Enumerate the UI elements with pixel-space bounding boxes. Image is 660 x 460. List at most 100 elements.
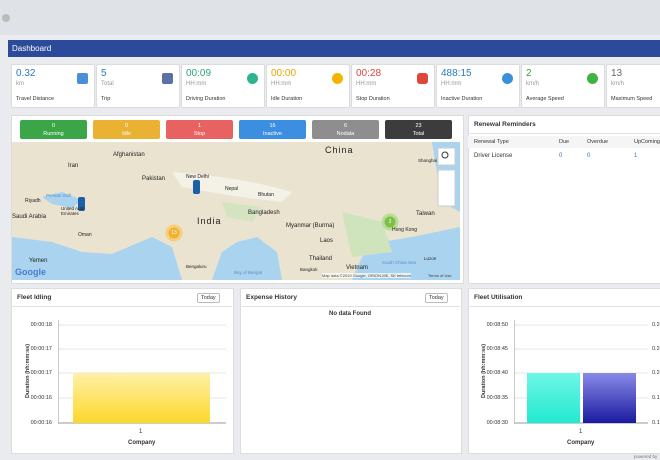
- kpi-value: 00:00: [271, 68, 297, 79]
- kpi-unit: HH:mm: [186, 81, 207, 87]
- divider: [11, 306, 232, 307]
- kpi-unit: Total: [101, 81, 114, 87]
- table-header: [468, 136, 660, 148]
- map-sea: [42, 192, 82, 208]
- map-sea: [12, 237, 182, 280]
- zoom-icon: [441, 151, 449, 159]
- map-cluster[interactable]: [381, 213, 399, 231]
- kpi-card: 488:15 HH:mm Inactive Duration: [436, 64, 520, 108]
- map-place: Saudi Arabia: [12, 214, 47, 220]
- bar[interactable]: [73, 373, 210, 423]
- kpi-value: 488:15: [441, 68, 472, 79]
- y-tick-label: 00:00:16: [30, 395, 52, 401]
- kpi-card: 0.32 km Travel Distance: [11, 64, 95, 108]
- expense-panel: [240, 288, 462, 454]
- kpi-icon: [247, 73, 258, 84]
- panel-title: Expense History: [246, 294, 297, 301]
- map-place: New Delhi: [186, 174, 209, 180]
- cluster-count: 2: [388, 219, 392, 225]
- y-axis-label: Duration (hh:mm:ss): [481, 343, 487, 399]
- status-label: Running: [43, 131, 64, 137]
- map-place: Bangkok: [300, 267, 318, 272]
- cell[interactable]: 0: [587, 153, 591, 159]
- map-attribution: Map data ©2019 Google, ORION-ME, SK tele…: [322, 273, 411, 278]
- window-dot[interactable]: [2, 14, 10, 22]
- status-count: 6: [343, 123, 348, 129]
- browser-bar: [0, 0, 660, 35]
- map-sea: [212, 237, 282, 280]
- map-place: Shanghai: [418, 158, 438, 163]
- status-label: Total: [412, 131, 425, 137]
- kpi-value: 00:09: [186, 68, 212, 79]
- status-button[interactable]: 6 Nodata: [312, 120, 379, 139]
- vehicle-marker[interactable]: [78, 197, 85, 211]
- y2-tick-label: 0.1: [652, 395, 660, 401]
- bar[interactable]: [583, 373, 636, 423]
- status-button[interactable]: 0 Running: [20, 120, 87, 139]
- kpi-value: 5: [101, 68, 107, 79]
- status-button[interactable]: 23 Total: [385, 120, 452, 139]
- panel-title: Fleet Utilisation: [474, 294, 523, 301]
- y2-tick-label: 0.1: [652, 420, 660, 426]
- status-label: Nodata: [336, 131, 355, 137]
- x-tick-label: 1: [579, 429, 583, 435]
- utilisation-panel: [468, 288, 660, 454]
- map-place: South China Sea: [382, 260, 417, 265]
- map-place: Oman: [78, 232, 92, 238]
- panel-title: Renewal Reminders: [474, 121, 536, 128]
- map-place: Yemen: [29, 258, 48, 264]
- map-place: Bhutan: [258, 192, 274, 198]
- kpi-label: Idle Duration: [271, 96, 303, 102]
- header-title: Dashboard: [12, 44, 52, 53]
- map-place: Afghanistan: [113, 152, 145, 158]
- kpi-unit: km/h: [611, 81, 625, 87]
- bar[interactable]: [527, 373, 580, 423]
- map-cluster[interactable]: [165, 224, 183, 242]
- kpi-card: 13 km/h Maximum Speed: [606, 64, 660, 108]
- map-sea: [352, 227, 460, 280]
- kpi-value: 13: [611, 68, 623, 79]
- period-select[interactable]: Today: [197, 293, 220, 303]
- map-terms[interactable]: Terms of Use: [428, 273, 452, 278]
- map-place: Vietnam: [346, 265, 368, 271]
- utilisation-plot: [514, 320, 648, 424]
- kpi-label: Stop Duration: [356, 96, 390, 102]
- map-place: Myanmar (Burma): [286, 223, 335, 229]
- map-place: China: [325, 145, 354, 155]
- map-place: Bengaluru: [186, 264, 207, 269]
- map-place: Taiwan: [416, 211, 435, 217]
- cluster-count: 13: [171, 230, 177, 236]
- cell[interactable]: 1: [634, 153, 638, 159]
- y-tick-label: 00:08:40: [486, 370, 508, 376]
- zoom-button[interactable]: [437, 147, 456, 166]
- kpi-value: 2: [526, 68, 532, 79]
- cell[interactable]: 0: [559, 153, 563, 159]
- kpi-label: Driving Duration: [186, 96, 226, 102]
- map-place: Luzon: [424, 256, 437, 261]
- map-place: Thailand: [309, 256, 333, 262]
- status-button[interactable]: 0 Idle: [93, 120, 160, 139]
- kpi-card: 5 Total Trip: [96, 64, 180, 108]
- divider: [468, 133, 660, 134]
- map-controls[interactable]: [437, 169, 456, 207]
- cell: Driver License: [474, 153, 513, 159]
- status-count: 23: [415, 123, 422, 129]
- kpi-label: Trip: [101, 96, 111, 102]
- y-tick-label: 00:08:45: [486, 346, 508, 352]
- kpi-card: 2 km/h Average Speed: [521, 64, 605, 108]
- kpi-icon: [417, 73, 428, 84]
- status-count: 1: [197, 123, 202, 129]
- header-bar: [8, 40, 660, 57]
- status-button[interactable]: 1 Stop: [166, 120, 233, 139]
- kpi-icon: [332, 73, 343, 84]
- map-place: Hong Kong: [392, 227, 418, 233]
- vehicle-marker[interactable]: [193, 180, 200, 194]
- map-place: United Arab Emirates: [61, 206, 85, 216]
- status-button[interactable]: 16 Inactive: [239, 120, 306, 139]
- kpi-unit: HH:mm: [271, 81, 292, 87]
- map-logo: Google: [15, 267, 46, 277]
- period-select[interactable]: Today: [425, 293, 448, 303]
- y-tick-label: 00:00:17: [30, 370, 52, 376]
- map[interactable]: [12, 142, 460, 280]
- map-place: Bay of Bengal: [234, 270, 263, 275]
